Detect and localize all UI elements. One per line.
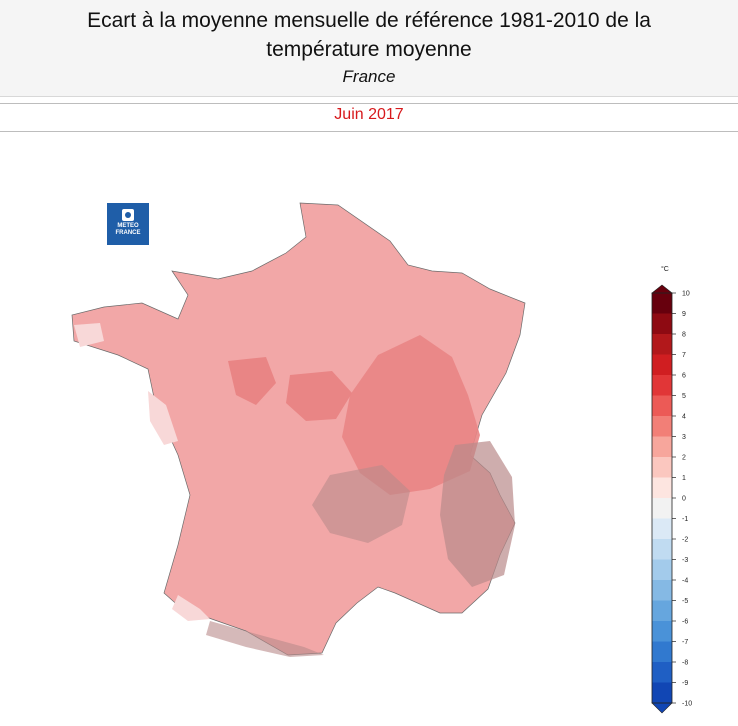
france-anomaly-map bbox=[71, 202, 526, 657]
warm-zone-north bbox=[286, 371, 352, 421]
legend-band bbox=[652, 375, 672, 396]
cool-zone-southwest bbox=[172, 595, 210, 621]
legend-band bbox=[652, 293, 672, 314]
relief-massif-central bbox=[312, 465, 410, 543]
relief-alps bbox=[440, 441, 515, 587]
legend-tick-label: 3 bbox=[682, 434, 686, 441]
legend-band bbox=[652, 416, 672, 437]
legend-band bbox=[652, 682, 672, 704]
header: Ecart à la moyenne mensuelle de référenc… bbox=[0, 0, 738, 97]
title-line-2: température moyenne bbox=[266, 38, 472, 61]
legend-band bbox=[652, 518, 672, 540]
legend-tick-label: 7 bbox=[682, 352, 686, 359]
cool-zone-atlantic bbox=[148, 391, 178, 445]
legend-band bbox=[652, 354, 672, 376]
legend-tick-label: -2 bbox=[682, 537, 688, 544]
legend-tick-label: -4 bbox=[682, 578, 688, 585]
legend-tick-label: -9 bbox=[682, 680, 688, 687]
legend-band bbox=[652, 600, 672, 622]
legend-tick-label: -7 bbox=[682, 639, 688, 646]
legend-tick-label: 10 bbox=[682, 291, 690, 298]
logo-icon bbox=[122, 209, 134, 221]
legend-tick-label: 5 bbox=[682, 393, 686, 400]
legend-band bbox=[652, 559, 672, 581]
legend-tick-label: 2 bbox=[682, 455, 686, 462]
legend-tick-label: -10 bbox=[682, 701, 692, 708]
cool-zone-brittany bbox=[74, 323, 104, 347]
legend-tick-label: 6 bbox=[682, 373, 686, 380]
title-line-1: Ecart à la moyenne mensuelle de référenc… bbox=[87, 9, 651, 32]
mainland-france bbox=[71, 202, 526, 656]
warm-zone-west bbox=[228, 357, 276, 405]
legend-tick-label: 0 bbox=[682, 496, 686, 503]
legend-tick-label: -6 bbox=[682, 619, 688, 626]
legend-band bbox=[652, 641, 672, 663]
legend-band bbox=[652, 539, 672, 560]
legend-band bbox=[652, 662, 672, 683]
legend-unit: °C bbox=[661, 266, 669, 273]
legend-tick-label: -5 bbox=[682, 598, 688, 605]
legend-arrow-top bbox=[651, 284, 673, 294]
warm-zone-east bbox=[342, 335, 480, 495]
legend-tick-label: -8 bbox=[682, 660, 688, 667]
legend-band bbox=[652, 436, 672, 458]
legend-band bbox=[652, 457, 672, 478]
meteo-france-logo: METEO FRANCE bbox=[107, 203, 149, 245]
legend-tick-label: 1 bbox=[682, 475, 686, 482]
region-label: France bbox=[342, 67, 396, 86]
legend-band bbox=[652, 395, 672, 417]
legend-band bbox=[652, 313, 672, 335]
legend-band bbox=[652, 477, 672, 499]
legend-band bbox=[652, 498, 672, 519]
period-label: Juin 2017 bbox=[334, 106, 404, 123]
legend-tick-label: -3 bbox=[682, 557, 688, 564]
separator-bottom bbox=[0, 131, 738, 132]
legend-tick-label: 9 bbox=[682, 311, 686, 318]
legend-band bbox=[652, 334, 672, 355]
legend-tick-label: -1 bbox=[682, 516, 688, 523]
legend-band bbox=[652, 580, 672, 601]
legend-band bbox=[652, 621, 672, 642]
legend-arrow-bottom bbox=[651, 702, 673, 714]
separator-top bbox=[0, 103, 738, 104]
legend-bands bbox=[652, 293, 672, 704]
legend-tick-label: 8 bbox=[682, 332, 686, 339]
legend-tick-label: 4 bbox=[682, 414, 686, 421]
relief-pyrenees bbox=[206, 621, 324, 657]
